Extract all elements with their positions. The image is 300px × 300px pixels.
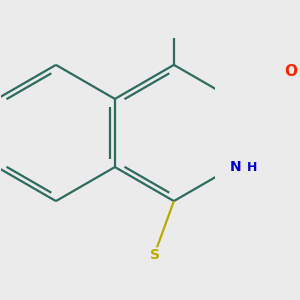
Text: N: N	[230, 160, 242, 174]
Text: S: S	[150, 248, 160, 262]
Text: O: O	[285, 64, 298, 79]
Text: H: H	[247, 160, 257, 173]
